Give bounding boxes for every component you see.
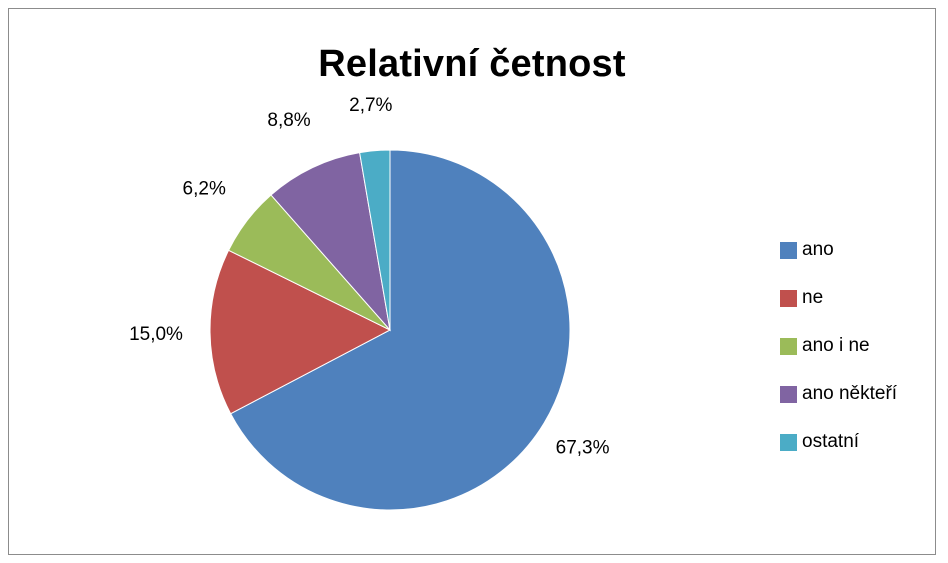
legend-swatch: [780, 385, 797, 403]
legend-item-ano-i-ne: ano i ne: [780, 322, 897, 370]
legend-label: ano i ne: [802, 335, 870, 356]
pie-slice-label: 67,3%: [556, 437, 610, 458]
pie-labels: 67,3% 15,0% 6,2% 8,8% 2,7%: [129, 95, 610, 458]
pie-slice-label: 6,2%: [183, 179, 226, 200]
legend-swatch: [780, 337, 797, 355]
pie-slices: [209, 149, 571, 511]
pie-slice-ano: [229, 149, 571, 511]
legend-item-ano: ano: [780, 226, 897, 274]
pie-slice-label: 2,7%: [349, 95, 392, 116]
pie-slice-label: 15,0%: [129, 324, 183, 345]
legend-swatch: [780, 289, 797, 307]
pie-slice-label: 8,8%: [267, 110, 310, 131]
pie-slice-ostatní: [359, 149, 391, 331]
legend-item-ano-nekteri: ano někteří: [780, 370, 897, 418]
legend-label: ano někteří: [802, 383, 898, 404]
legend-label: ne: [802, 287, 824, 308]
legend: ano ne ano i ne ano někteří ostatní: [780, 226, 897, 466]
chart-title: Relativní četnost: [318, 43, 626, 85]
legend-swatch: [780, 241, 797, 259]
legend-swatch: [780, 433, 797, 451]
pie-slice-ano-někteří: [270, 152, 391, 332]
pie-slice-ne: [209, 249, 392, 415]
legend-label: ostatní: [802, 431, 860, 452]
legend-item-ne: ne: [780, 274, 897, 322]
legend-label: ano: [802, 239, 834, 260]
legend-item-ostatni: ostatní: [780, 418, 897, 466]
